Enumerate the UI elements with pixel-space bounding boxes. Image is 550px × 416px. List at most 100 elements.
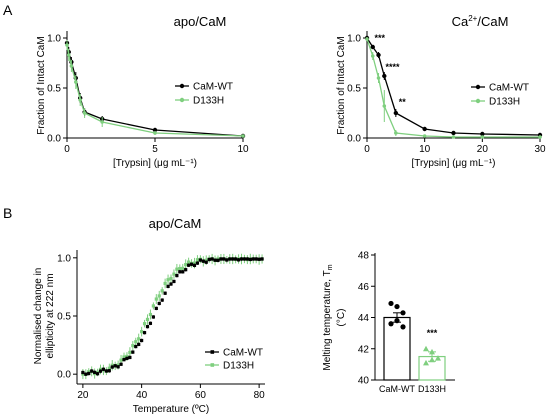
y-tick-label: 42 <box>358 344 370 355</box>
data-point <box>148 312 153 317</box>
data-point <box>90 369 94 373</box>
data-point <box>241 134 245 138</box>
data-point <box>101 367 106 371</box>
data-point <box>152 127 158 133</box>
data-point <box>195 261 200 265</box>
data-point <box>142 322 147 326</box>
data-point <box>140 338 144 343</box>
y-tick-label: 0.5 <box>47 84 61 95</box>
data-point <box>65 43 69 47</box>
data-point <box>376 76 381 80</box>
data-point <box>192 261 197 265</box>
significance-marker: *** <box>427 328 438 338</box>
data-point <box>382 104 387 108</box>
significance-marker: ** <box>399 97 407 107</box>
data-point <box>128 350 132 355</box>
data-point <box>189 262 194 266</box>
bar-CaM-WT <box>383 316 411 381</box>
data-point <box>370 54 375 58</box>
data-point <box>169 276 173 281</box>
legend-label: D133H <box>489 97 520 108</box>
data-point <box>74 80 78 84</box>
data-point <box>219 257 223 261</box>
data-point <box>107 369 111 373</box>
y-tick-label: 0.5 <box>347 84 361 95</box>
y-axis-label: Fraction of Intact CaM <box>336 36 347 134</box>
x-tick-label: 10 <box>237 144 249 155</box>
data-point <box>376 52 381 58</box>
data-point <box>84 372 88 376</box>
data-point <box>137 337 141 341</box>
data-point <box>245 257 249 261</box>
data-point <box>160 298 164 302</box>
y-tick-label: 44 <box>358 313 370 324</box>
data-point <box>154 297 158 301</box>
data-point <box>107 366 111 370</box>
data-point <box>429 356 435 363</box>
data-point <box>116 363 120 367</box>
data-point <box>216 258 220 262</box>
data-point <box>116 365 120 369</box>
data-point <box>388 321 394 327</box>
data-point <box>480 135 485 139</box>
x-tick-label: 60 <box>195 390 207 401</box>
x-tick-label: 20 <box>77 390 89 401</box>
data-point <box>137 342 141 346</box>
data-point <box>128 355 132 360</box>
data-point <box>113 364 117 368</box>
data-point <box>154 306 158 311</box>
data-point <box>134 340 138 344</box>
legend-marker <box>475 84 481 90</box>
data-point <box>181 266 185 270</box>
x-tick-label: 20 <box>477 144 489 155</box>
x-tick-label: CaM-WT <box>379 384 415 394</box>
x-axis-label: Temperature (ºC) <box>133 404 209 415</box>
data-point <box>382 73 387 79</box>
y-axis-label: Fraction of Intact CaM <box>36 36 47 134</box>
significance-marker: *** <box>374 33 385 43</box>
data-point <box>104 369 108 373</box>
data-point <box>178 270 182 274</box>
x-tick-label: 30 <box>534 144 546 155</box>
data-point <box>131 344 135 348</box>
data-point <box>423 359 429 366</box>
data-point <box>422 134 427 138</box>
data-point <box>140 330 144 334</box>
legend-marker <box>179 97 185 103</box>
data-point <box>422 126 427 132</box>
data-point <box>142 331 147 335</box>
y-tick-label: 46 <box>358 282 370 293</box>
data-point <box>394 318 400 324</box>
legend-label: D133H <box>223 361 254 372</box>
y-tick-label: 48 <box>358 251 370 262</box>
data-point <box>394 303 400 310</box>
x-tick-label: 0 <box>64 144 70 155</box>
data-point <box>538 135 542 139</box>
data-point <box>429 348 435 355</box>
data-point <box>210 257 214 261</box>
data-point <box>451 135 456 139</box>
data-point <box>169 282 173 286</box>
y-tick-label: 0.0 <box>57 370 71 381</box>
data-point <box>388 300 394 307</box>
data-point <box>134 344 138 349</box>
data-point <box>163 281 167 286</box>
chart-title: Ca2+/CaM <box>452 14 509 29</box>
data-point <box>166 278 170 282</box>
data-point <box>93 370 97 374</box>
data-point <box>100 120 104 124</box>
data-point <box>172 279 176 284</box>
data-point <box>400 310 406 316</box>
chart-ca-trypsin: 0.0 0.5 1.0 0 10 20 30 Ca2+/CaM [Trypsin] (μg mL… <box>336 14 546 169</box>
data-point <box>198 258 202 262</box>
data-point <box>82 111 87 115</box>
data-point <box>125 356 129 360</box>
data-point <box>236 258 241 262</box>
data-point <box>98 369 103 373</box>
data-point <box>192 263 197 268</box>
data-point <box>157 301 161 306</box>
data-point <box>242 257 247 261</box>
data-point <box>213 258 217 262</box>
data-point <box>119 362 123 366</box>
